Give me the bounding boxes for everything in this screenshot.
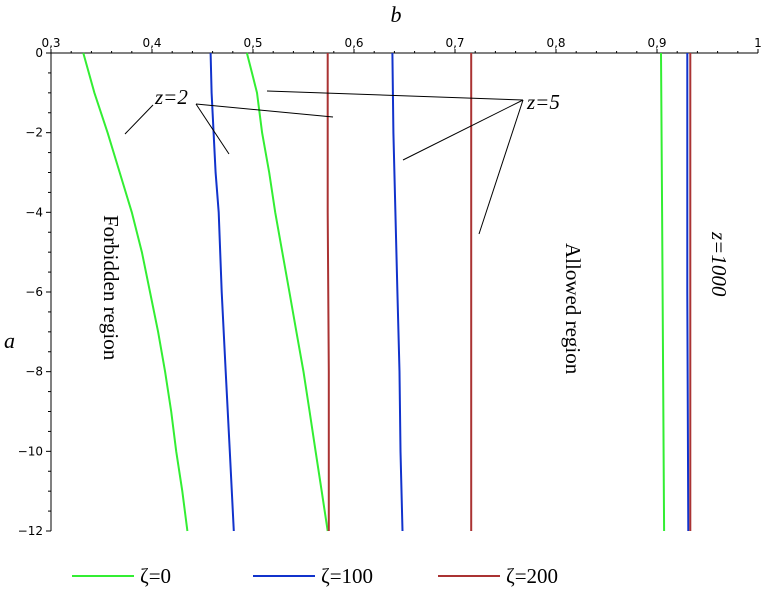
label-forbidden-region: Forbidden region <box>99 215 123 361</box>
x-axis-label: b <box>391 2 402 27</box>
annotation-leaders <box>124 90 524 235</box>
series-line-0-z2 <box>82 52 189 532</box>
series-layer <box>82 52 692 532</box>
x-tick-label: 1 <box>754 36 762 50</box>
label-allowed-region: Allowed region <box>561 243 585 375</box>
y-tick-label: −2 <box>25 126 43 140</box>
x-tick-label: 0,8 <box>546 36 565 50</box>
series-line-1-z1000 <box>686 53 690 532</box>
leader-z2-green <box>124 104 154 135</box>
y-tick-label: −10 <box>18 444 43 458</box>
y-tick-label: −6 <box>25 285 43 299</box>
y-tick-label: −12 <box>18 524 43 538</box>
series-line-0-z1000 <box>660 52 666 532</box>
y-tick-label: −4 <box>25 205 43 219</box>
annotation-z1000: z=1000 <box>707 231 731 297</box>
x-ticks: 0,3 0,4 0,5 0,6 0,7 0,8 0,9 1 <box>41 36 762 53</box>
y-tick-label: 0 <box>35 46 43 60</box>
annotation-z2: z=2 <box>154 85 188 109</box>
x-tick-label: 0,5 <box>243 36 262 50</box>
leader-z2-red <box>195 103 334 118</box>
y-tick-label: −8 <box>25 365 43 379</box>
x-tick-label: 0,3 <box>41 36 60 50</box>
leader-z5-green <box>266 90 524 101</box>
leader-z2-blue <box>195 103 230 155</box>
series-line-2-z2 <box>326 53 330 531</box>
annotation-z5: z=5 <box>526 90 560 114</box>
series-line-1-z2 <box>209 52 235 532</box>
leader-z5-blue <box>402 99 524 161</box>
x-tick-label: 0,9 <box>647 36 666 50</box>
x-tick-label: 0,6 <box>344 36 363 50</box>
legend-label: ζ=100 <box>321 564 373 588</box>
legend-label: ζ=0 <box>140 564 171 588</box>
legend-label: ζ=200 <box>506 564 558 588</box>
series-line-1-z5 <box>391 52 404 532</box>
series-line-0-z5 <box>245 52 329 532</box>
leader-z5-red <box>478 99 524 235</box>
y-ticks: 0 −2 −4 −6 −8 −10 −12 <box>18 46 51 538</box>
x-tick-label: 0,7 <box>445 36 464 50</box>
legend: ζ=0 ζ=100 ζ=200 <box>72 564 558 588</box>
x-tick-label: 0,4 <box>142 36 161 50</box>
y-axis-label: a <box>4 328 15 353</box>
